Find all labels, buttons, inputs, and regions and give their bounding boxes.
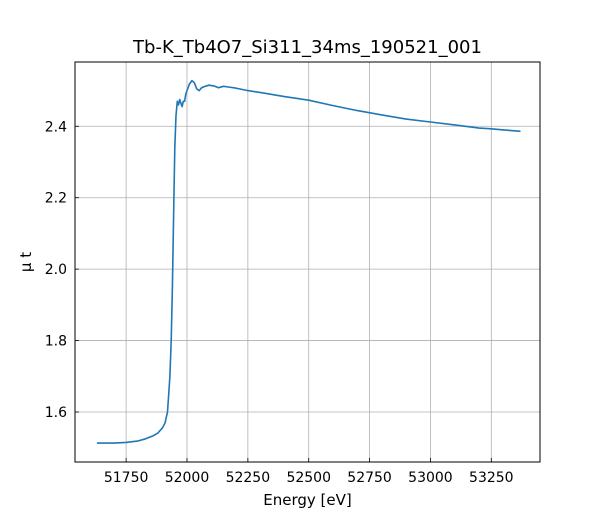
grid-lines (75, 62, 540, 462)
y-tick-label: 1.6 (45, 405, 67, 421)
series-layer (96, 79, 521, 444)
x-tick-label: 53250 (469, 470, 514, 486)
x-axis-label: Energy [eV] (263, 491, 351, 509)
x-tick-label: 52750 (347, 470, 392, 486)
y-tick-label: 2.4 (45, 119, 67, 135)
y-tick-label: 1.8 (45, 334, 67, 350)
plot-frame (74, 61, 541, 463)
x-tick-label: 52500 (286, 470, 331, 486)
x-tick-label: 52000 (165, 470, 210, 486)
y-tick-label: 2.2 (45, 191, 67, 207)
y-axis-label: μ t (17, 252, 35, 272)
chart-title: Tb-K_Tb4O7_Si311_34ms_190521_001 (132, 37, 482, 58)
y-tick-label: 2.0 (45, 262, 67, 278)
x-tick-label: 53000 (408, 470, 453, 486)
x-tick-label: 52250 (226, 470, 271, 486)
axis-ticks: 51750 52000 52250 52500 52750 53000 53250 1.6 1.… (45, 119, 514, 486)
x-tick-label: 51750 (104, 470, 149, 486)
series-line (96, 79, 521, 444)
